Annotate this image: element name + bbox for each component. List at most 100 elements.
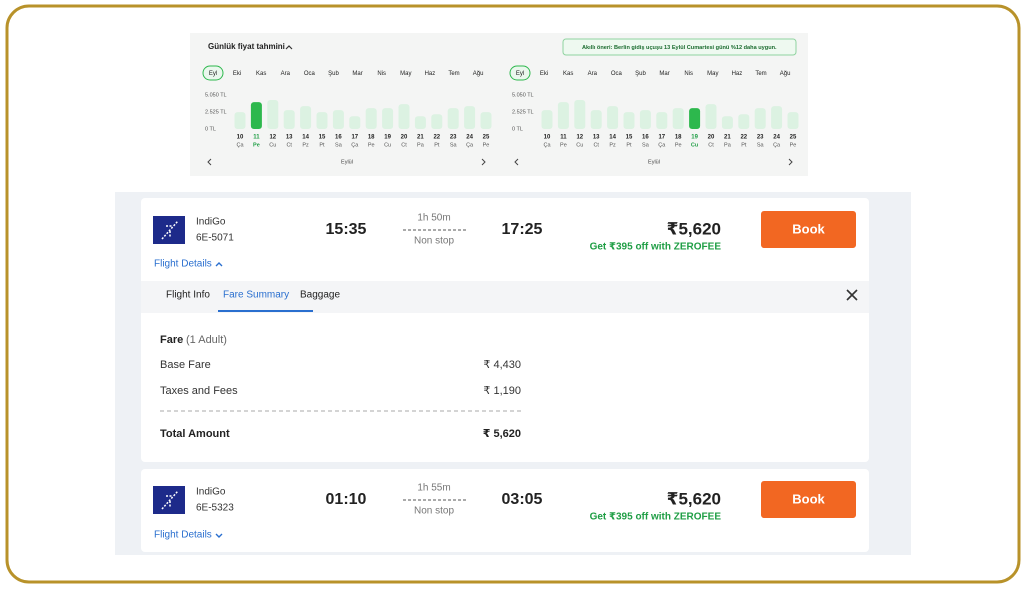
month-tab[interactable]: Oca [611, 71, 623, 77]
price-bar[interactable] [431, 114, 443, 129]
book-button-label[interactable]: Book [792, 221, 825, 236]
duration: 1h 50m [417, 213, 450, 224]
day-label: 14 [609, 135, 616, 141]
month-tab[interactable]: Ağu [780, 71, 791, 77]
weekday-label: Ça [658, 142, 666, 148]
fare-tab[interactable]: Fare Summary [223, 290, 289, 301]
month-pill-selected[interactable] [509, 65, 531, 81]
price-bar[interactable] [464, 106, 476, 129]
close-icon[interactable] [846, 289, 858, 301]
month-tab[interactable]: Eki [540, 71, 548, 77]
weekday-label: Ct [286, 142, 292, 148]
month-tab[interactable]: May [400, 71, 411, 77]
weekday-label: Ça [543, 142, 551, 148]
price-bar[interactable] [705, 104, 717, 129]
price-bar[interactable] [382, 108, 394, 129]
book-button[interactable] [761, 481, 856, 518]
price-bar[interactable] [623, 112, 635, 129]
day-label: 11 [253, 135, 260, 141]
offer: Get ₹395 off with ZEROFEE [590, 512, 722, 523]
day-label: 20 [401, 135, 408, 141]
price-bar[interactable] [267, 100, 279, 129]
month-tab[interactable]: Eyl [516, 71, 524, 77]
day-label: 23 [757, 135, 764, 141]
airline-name: IndiGo [196, 487, 226, 498]
price-bar[interactable] [771, 106, 783, 129]
price-bar[interactable] [541, 110, 553, 129]
weekday-label: Ça [773, 142, 781, 148]
month-tab[interactable]: Eyl [209, 71, 217, 77]
day-label: 22 [433, 135, 440, 141]
month-tab[interactable]: Tem [755, 71, 766, 77]
month-tab[interactable]: Ara [281, 71, 291, 77]
price-bar[interactable] [447, 108, 459, 129]
arrive-time: 03:05 [502, 491, 543, 508]
price-bar[interactable] [656, 112, 668, 129]
prev-arrow[interactable] [514, 158, 519, 166]
month-tab[interactable]: Haz [425, 71, 436, 77]
fare-tab[interactable]: Baggage [300, 290, 340, 301]
total-label: Total Amount [160, 428, 230, 440]
month-tab[interactable]: Nis [684, 71, 693, 77]
price-bar[interactable] [721, 116, 733, 129]
price-bar[interactable] [754, 108, 766, 129]
next-arrow[interactable] [481, 158, 486, 166]
price-bar[interactable] [672, 108, 684, 129]
price-bar[interactable] [316, 112, 328, 129]
price-bar[interactable] [574, 100, 586, 129]
price-bar[interactable] [300, 106, 312, 129]
price-bar[interactable] [250, 102, 262, 129]
day-label: 25 [483, 135, 490, 141]
month-pill-selected[interactable] [202, 65, 224, 81]
day-label: 11 [560, 135, 567, 141]
month-tab[interactable]: May [707, 71, 718, 77]
month-tab[interactable]: Kas [256, 71, 266, 77]
fare-tab[interactable]: Flight Info [166, 290, 210, 301]
price-bar[interactable] [332, 110, 344, 129]
month-tab[interactable]: Mar [659, 71, 669, 77]
price-bar[interactable] [234, 112, 246, 129]
month-tab[interactable]: Nis [377, 71, 386, 77]
price-bar[interactable] [365, 108, 377, 129]
day-label: 14 [302, 135, 309, 141]
price-bar[interactable] [480, 112, 492, 129]
day-label: 10 [237, 135, 244, 141]
x-axis-label: Eylül [341, 159, 353, 165]
month-tab[interactable]: Haz [732, 71, 743, 77]
weekday-label: Sa [642, 142, 650, 148]
price-bar[interactable] [689, 108, 701, 129]
price-bar[interactable] [639, 110, 651, 129]
month-tab[interactable]: Oca [304, 71, 316, 77]
price-bar[interactable] [557, 102, 569, 129]
book-button-label[interactable]: Book [792, 491, 825, 506]
logo-mark [161, 490, 179, 510]
weekday-label: Ça [351, 142, 359, 148]
book-button[interactable] [761, 211, 856, 248]
month-tab[interactable]: Kas [563, 71, 573, 77]
price-bar[interactable] [283, 110, 295, 129]
month-tab[interactable]: Şub [328, 71, 339, 77]
price-bar[interactable] [590, 110, 602, 129]
price-bar[interactable] [607, 106, 619, 129]
flight-details-link[interactable]: Flight Details [154, 530, 212, 541]
flight-details-link[interactable]: Flight Details [154, 259, 212, 270]
day-label: 16 [335, 135, 342, 141]
price-bar[interactable] [787, 112, 799, 129]
day-label: 10 [544, 135, 551, 141]
day-label: 13 [286, 135, 293, 141]
month-tab[interactable]: Ara [588, 71, 598, 77]
month-tab[interactable]: Eki [233, 71, 241, 77]
price-bar[interactable] [349, 116, 361, 129]
month-tab[interactable]: Ağu [473, 71, 484, 77]
calendar-title: Günlük fiyat tahmini [208, 42, 285, 51]
logo-mark [161, 220, 179, 240]
price: ₹5,620 [667, 219, 721, 238]
price-bar[interactable] [738, 114, 750, 129]
prev-arrow[interactable] [207, 158, 212, 166]
month-tab[interactable]: Mar [352, 71, 362, 77]
price-bar[interactable] [414, 116, 426, 129]
next-arrow[interactable] [788, 158, 793, 166]
month-tab[interactable]: Tem [448, 71, 459, 77]
price-bar[interactable] [398, 104, 410, 129]
month-tab[interactable]: Şub [635, 71, 646, 77]
